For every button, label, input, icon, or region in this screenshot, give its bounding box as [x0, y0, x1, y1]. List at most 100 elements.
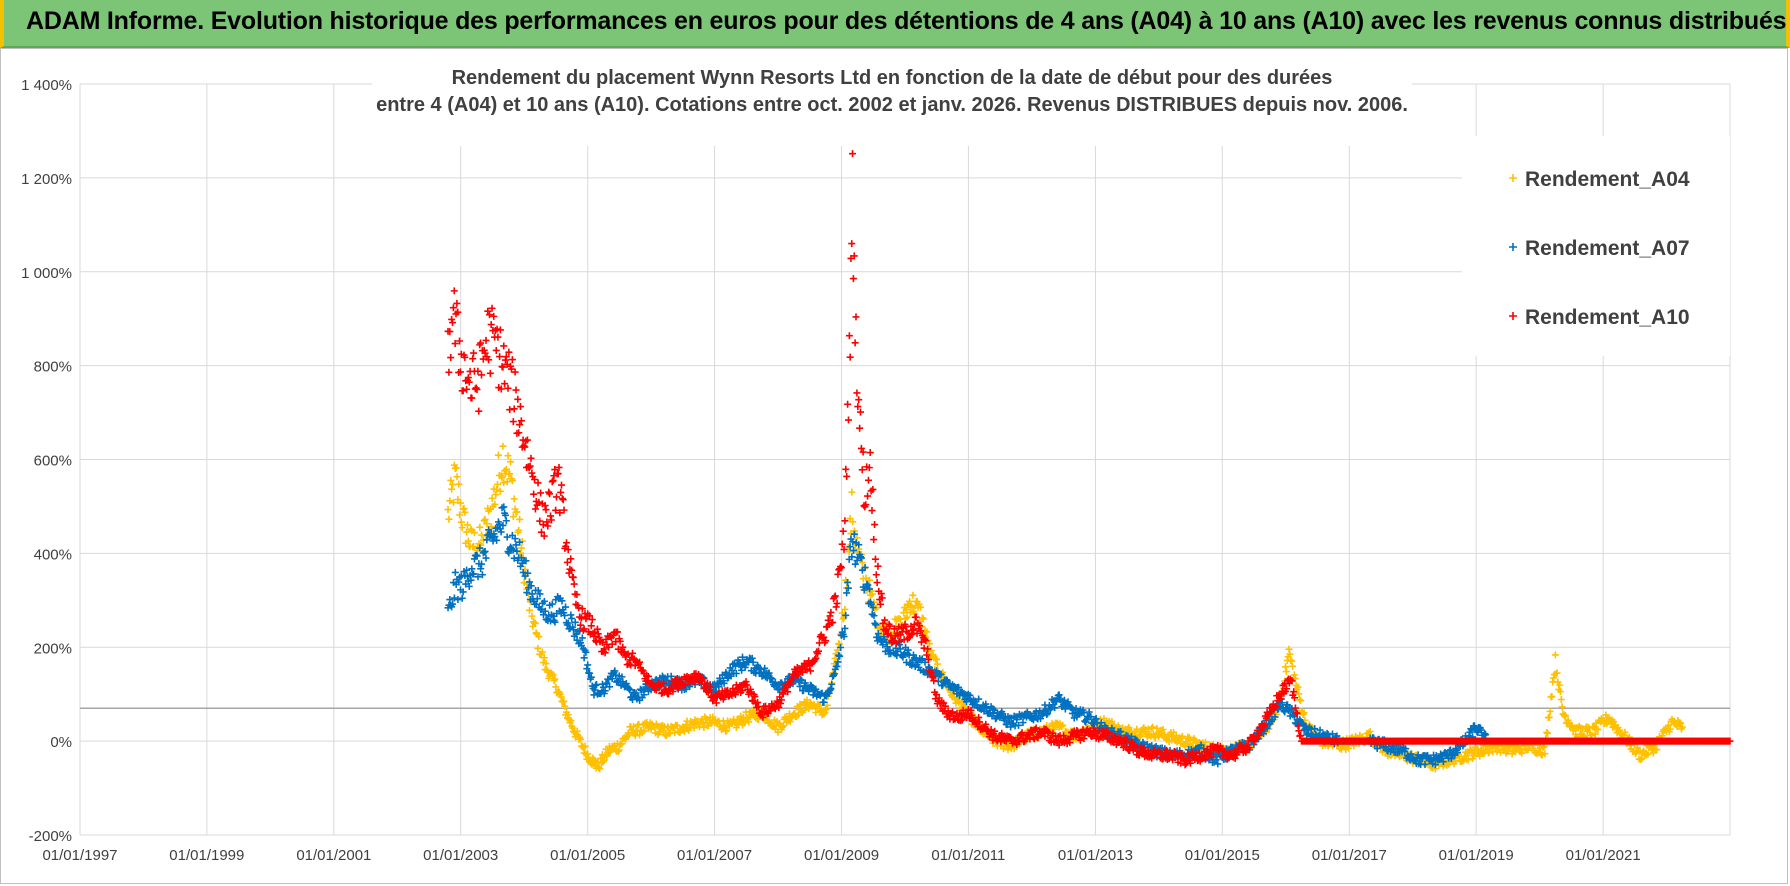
data-point: [481, 515, 489, 523]
data-point: [499, 521, 507, 529]
data-point: [1061, 705, 1069, 713]
data-point: [1481, 730, 1489, 738]
chart: 1 400% 1 200% 1 000% 800% 600% 400% 200% 0% -200…: [21, 66, 1734, 864]
data-point: [927, 669, 935, 677]
data-point: [505, 549, 513, 557]
data-point: [490, 312, 498, 320]
data-point: [862, 574, 870, 582]
data-point: [1284, 701, 1291, 709]
data-point: [457, 518, 465, 526]
data-point: [447, 354, 455, 362]
y-tick-label: 1 200%: [21, 171, 72, 188]
data-point: [1186, 759, 1194, 767]
data-point: [538, 648, 546, 656]
data-point: [688, 674, 696, 682]
data-point: [501, 356, 509, 364]
data-point: [485, 356, 493, 364]
data-point: [533, 595, 541, 603]
data-point: [866, 449, 874, 457]
data-point: [448, 315, 456, 323]
data-point: [1637, 756, 1645, 764]
data-point: [456, 337, 464, 345]
data-point: [458, 524, 466, 532]
data-point: [925, 640, 933, 648]
data-point: [544, 522, 552, 530]
data-point: [812, 685, 820, 693]
data-point: [1073, 726, 1081, 734]
data-point: [569, 573, 577, 581]
data-point: [801, 679, 809, 687]
data-point: [820, 710, 828, 718]
legend: Rendement_A04 Rendement_A07 Rendement_A10: [1462, 136, 1730, 356]
data-point: [508, 356, 516, 364]
data-point: [903, 613, 911, 621]
data-point: [580, 625, 588, 633]
data-point: [1664, 721, 1672, 729]
data-point: [493, 486, 501, 494]
data-point: [563, 539, 571, 547]
data-point: [496, 487, 504, 495]
data-point: [483, 520, 491, 528]
data-point: [1201, 755, 1209, 763]
data-point: [476, 544, 484, 552]
data-point: [1034, 734, 1042, 742]
data-point: [1288, 657, 1296, 665]
data-point: [870, 536, 878, 544]
data-point: [512, 541, 520, 549]
data-point: [1644, 750, 1652, 758]
data-point: [499, 363, 507, 371]
data-point: [841, 605, 849, 613]
data-point: [516, 421, 524, 429]
data-point: [982, 700, 990, 708]
data-point: [864, 476, 872, 484]
data-point: [522, 557, 530, 565]
data-point: [955, 683, 963, 691]
data-point: [841, 624, 849, 632]
data-point: [619, 643, 627, 651]
data-point: [829, 618, 837, 626]
data-point: [444, 506, 452, 514]
data-point: [913, 629, 921, 637]
data-point: [478, 560, 486, 568]
data-point: [520, 442, 528, 450]
axes-layer: 1 400% 1 200% 1 000% 800% 600% 400% 200% 0% -200…: [21, 77, 1641, 864]
data-point: [549, 477, 557, 485]
data-point: [514, 395, 522, 403]
data-point: [797, 701, 805, 709]
data-point: [613, 628, 621, 636]
data-point: [1051, 704, 1059, 712]
data-point: [534, 644, 542, 652]
data-point: [740, 719, 748, 727]
data-point: [773, 697, 781, 705]
data-point: [571, 618, 579, 626]
data-point: [924, 645, 932, 653]
data-point: [1541, 750, 1549, 758]
data-point: [477, 371, 485, 379]
data-point: [557, 488, 565, 496]
data-point: [507, 365, 515, 373]
data-point: [799, 686, 807, 694]
data-point: [824, 616, 832, 624]
data-point: [458, 594, 466, 602]
data-point: [542, 506, 550, 514]
data-point: [1288, 677, 1296, 685]
data-point: [1328, 730, 1336, 738]
data-point: [838, 609, 846, 617]
data-point: [625, 731, 633, 739]
data-point: [811, 656, 819, 664]
data-point: [586, 669, 594, 677]
data-point: [631, 732, 639, 740]
data-point: [570, 626, 577, 634]
data-point: [1468, 726, 1476, 734]
data-point: [608, 640, 616, 648]
data-point: [662, 732, 670, 740]
data-point: [1029, 716, 1037, 724]
data-point: [1431, 761, 1439, 769]
data-point: [779, 690, 787, 698]
data-point: [991, 727, 999, 735]
chart-title-line-2: entre 4 (A04) et 10 ans (A10). Cotations…: [376, 94, 1408, 116]
data-point: [594, 630, 602, 638]
data-point: [1206, 749, 1214, 757]
data-point: [470, 529, 478, 537]
data-point: [855, 541, 863, 549]
